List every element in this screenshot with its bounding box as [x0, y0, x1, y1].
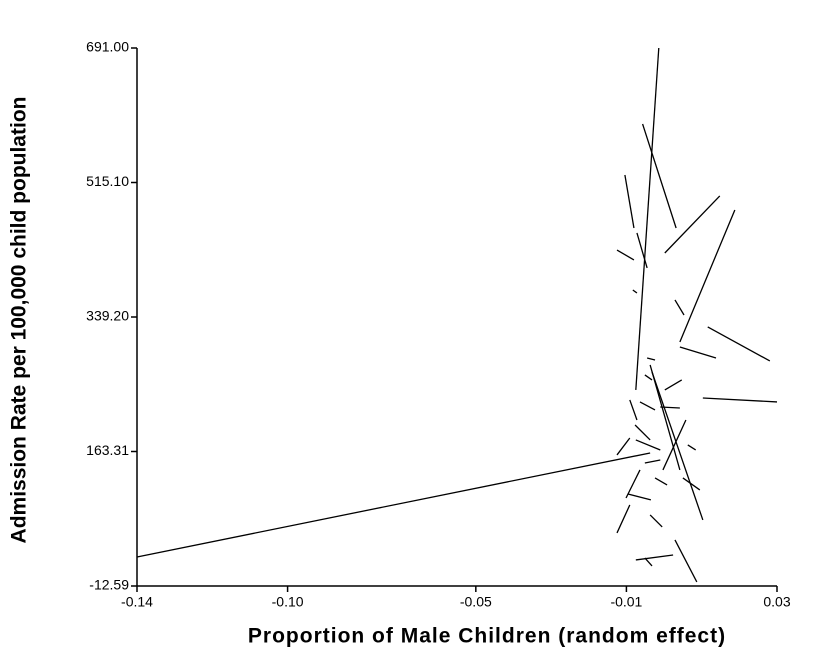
- y-tick-label: 163.31: [86, 442, 129, 458]
- segment: [616, 504, 631, 534]
- x-tick-label: -0.14: [121, 594, 153, 610]
- segment: [635, 439, 661, 451]
- segment: [636, 232, 648, 269]
- segment: [635, 554, 674, 561]
- segment: [682, 477, 701, 491]
- segment: [644, 459, 661, 464]
- segment: [654, 477, 668, 486]
- segment: [664, 379, 683, 391]
- segment: [651, 371, 704, 521]
- x-tick-label: -0.10: [272, 594, 304, 610]
- segment: [707, 326, 771, 362]
- segment: [679, 209, 736, 343]
- segment: [627, 493, 652, 501]
- segment: [674, 539, 698, 583]
- segment: [644, 374, 653, 381]
- segment: [639, 401, 656, 411]
- segment: [660, 406, 680, 409]
- x-tick-label: -0.05: [460, 594, 492, 610]
- y-tick-label: 515.10: [86, 173, 129, 189]
- x-axis-title: Proportion of Male Children (random effe…: [248, 625, 726, 648]
- segment: [674, 299, 685, 316]
- y-tick-label: -12.59: [89, 577, 129, 593]
- segment: [635, 47, 660, 390]
- segment: [662, 419, 687, 471]
- segment: [649, 514, 663, 528]
- segment: [644, 557, 653, 567]
- y-axis-title: Admission Rate per 100,000 child populat…: [8, 97, 31, 544]
- segment: [641, 123, 677, 229]
- segment: [702, 397, 778, 403]
- y-tick-label: 691.00: [86, 39, 129, 55]
- segment: [625, 469, 641, 499]
- segment: [632, 289, 638, 294]
- y-tick-label: 339.20: [86, 308, 129, 324]
- segment: [679, 346, 717, 359]
- segment: [687, 444, 697, 451]
- segment: [616, 437, 631, 456]
- segment: [634, 424, 651, 441]
- x-tick-label: -0.01: [610, 594, 642, 610]
- segment: [646, 357, 656, 361]
- segment: [629, 399, 638, 421]
- segment: [616, 249, 635, 261]
- x-tick-label: 0.03: [763, 594, 790, 610]
- segment: [664, 195, 721, 254]
- segment: [136, 452, 651, 558]
- segment: [624, 174, 635, 229]
